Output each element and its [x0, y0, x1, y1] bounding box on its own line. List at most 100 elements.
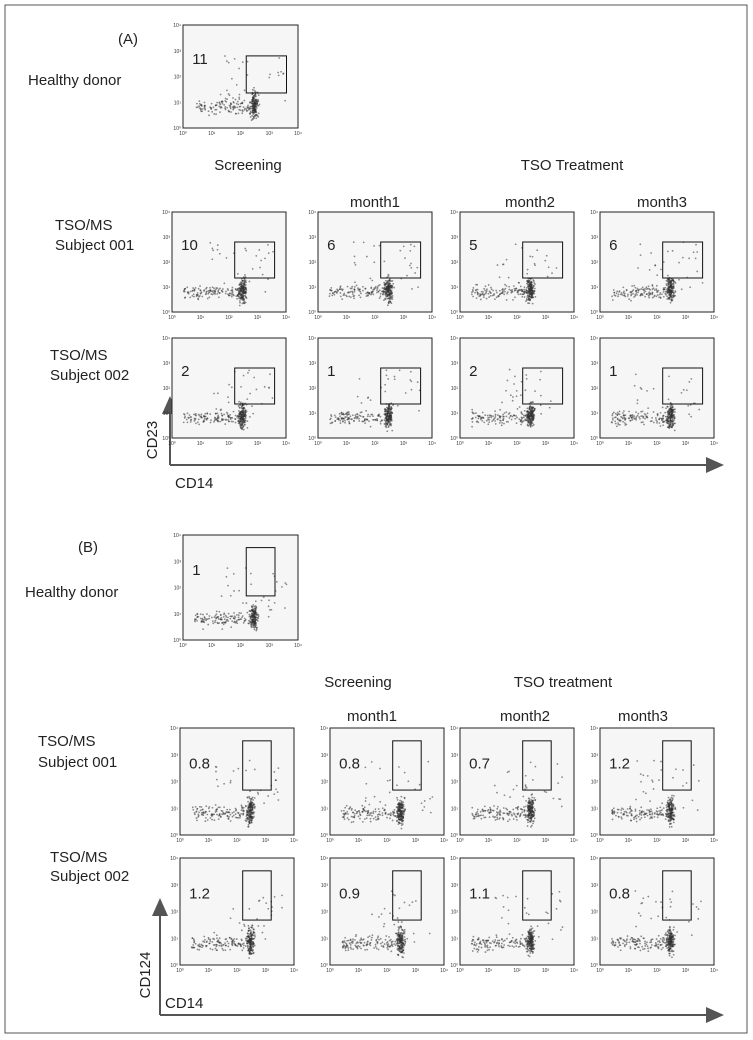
event-dot	[507, 820, 509, 822]
event-dot	[650, 293, 652, 295]
event-dot	[278, 74, 280, 76]
event-dot	[229, 618, 231, 620]
event-dot	[643, 292, 645, 294]
event-dot	[219, 292, 221, 294]
event-dot	[249, 806, 251, 808]
event-dot	[519, 406, 521, 408]
event-dot	[238, 293, 240, 295]
event-dot	[229, 812, 231, 814]
event-dot	[671, 826, 673, 828]
event-dot	[238, 112, 240, 114]
event-dot	[373, 287, 375, 289]
event-dot	[686, 389, 688, 391]
event-dot	[352, 293, 354, 295]
event-dot	[255, 102, 257, 104]
event-dot	[635, 818, 637, 820]
event-dot	[642, 287, 644, 289]
event-dot	[379, 801, 381, 803]
event-dot	[358, 290, 360, 292]
event-dot	[508, 277, 510, 279]
event-dot	[534, 799, 536, 801]
event-dot	[399, 805, 401, 807]
event-dot	[199, 945, 201, 947]
event-dot	[243, 947, 245, 949]
event-dot	[216, 937, 218, 939]
event-dot	[200, 293, 202, 295]
event-dot	[689, 286, 691, 288]
event-dot	[351, 288, 353, 290]
event-dot	[237, 943, 239, 945]
event-dot	[231, 386, 233, 388]
event-dot	[644, 816, 646, 818]
event-dot	[656, 810, 658, 812]
event-dot	[332, 422, 334, 424]
event-dot	[240, 283, 242, 285]
event-dot	[234, 58, 236, 60]
event-dot	[529, 807, 531, 809]
event-dot	[247, 941, 249, 943]
event-dot	[526, 819, 528, 821]
event-dot	[645, 290, 647, 292]
event-dot	[638, 816, 640, 818]
event-dot	[631, 417, 633, 419]
event-dot	[471, 807, 473, 809]
event-dot	[207, 618, 209, 620]
plot-area	[460, 728, 574, 835]
event-dot	[215, 413, 217, 415]
event-dot	[365, 288, 367, 290]
event-dot	[348, 421, 350, 423]
event-dot	[523, 416, 525, 418]
event-dot	[383, 287, 385, 289]
event-dot	[203, 290, 205, 292]
event-dot	[336, 288, 338, 290]
event-dot	[348, 819, 350, 821]
event-dot	[612, 413, 614, 415]
event-dot	[672, 297, 674, 299]
event-dot	[243, 420, 245, 422]
event-dot	[248, 824, 250, 826]
panel-label: (A)	[118, 31, 138, 48]
event-dot	[662, 421, 664, 423]
event-dot	[702, 282, 704, 284]
event-dot	[230, 102, 232, 104]
event-dot	[330, 287, 332, 289]
event-dot	[389, 301, 391, 303]
event-dot	[203, 621, 205, 623]
event-dot	[251, 813, 253, 815]
y-tick-label: 10²	[309, 386, 317, 392]
y-tick-label: 10³	[321, 753, 329, 759]
event-dot	[257, 793, 259, 795]
event-dot	[368, 814, 370, 816]
event-dot	[625, 418, 627, 420]
event-dot	[523, 289, 525, 291]
event-dot	[225, 945, 227, 947]
event-dot	[379, 811, 381, 813]
event-dot	[544, 260, 546, 262]
event-dot	[207, 298, 209, 300]
x-tick-label: 10¹	[355, 838, 363, 844]
event-dot	[472, 296, 474, 298]
event-dot	[282, 73, 284, 75]
event-dot	[663, 807, 665, 809]
event-dot	[533, 285, 535, 287]
event-dot	[513, 285, 515, 287]
event-dot	[243, 302, 245, 304]
event-dot	[255, 111, 257, 113]
event-dot	[487, 423, 489, 425]
event-dot	[387, 274, 389, 276]
event-dot	[385, 804, 387, 806]
event-dot	[378, 291, 380, 293]
y-tick-label: 10²	[451, 260, 459, 266]
event-dot	[377, 415, 379, 417]
event-dot	[486, 290, 488, 292]
event-dot	[499, 809, 501, 811]
event-dot	[533, 424, 535, 426]
y-axis-label: CD23	[144, 421, 161, 459]
event-dot	[242, 810, 244, 812]
event-dot	[263, 596, 265, 598]
x-tick-label: 10⁴	[282, 315, 290, 321]
event-dot	[671, 426, 673, 428]
event-dot	[611, 295, 613, 297]
x-tick-label: 10²	[371, 441, 379, 447]
event-dot	[525, 800, 527, 802]
